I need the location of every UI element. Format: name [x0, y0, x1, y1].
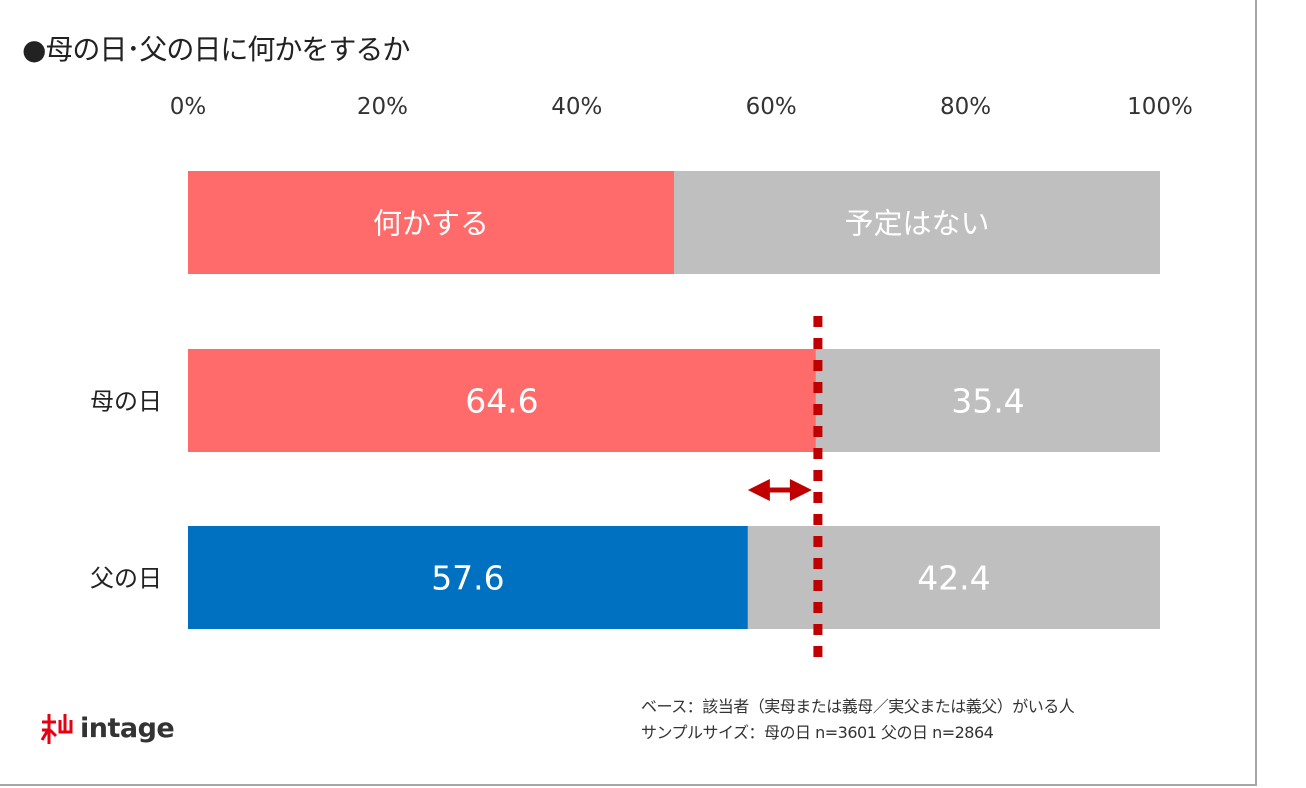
x-tick-label: 0% — [170, 94, 207, 120]
x-tick-label: 60% — [746, 94, 797, 120]
data-label: 35.4 — [951, 382, 1024, 421]
legend-swatch-do-something — [188, 171, 674, 274]
difference-arrow-left-head — [747, 479, 770, 501]
difference-arrow-right-head — [789, 479, 812, 501]
category-label: 母の日 — [90, 388, 162, 416]
bar-segment-do-something — [188, 349, 816, 452]
data-label: 57.6 — [431, 559, 504, 598]
bar-segment-no-plans — [815, 349, 1160, 452]
sample-size-note: サンプルサイズ：母の日 n=3601 父の日 n=2864 — [641, 723, 994, 742]
footnote: ベース：該当者（実母または義母／実父または義父）がいる人 サンプルサイズ：母の日… — [641, 694, 1075, 746]
data-label: 42.4 — [917, 559, 990, 598]
legend-label-no-plans: 予定はない — [844, 207, 989, 241]
bar-segment-do-something — [188, 526, 748, 629]
x-tick-label: 100% — [1127, 94, 1193, 120]
intage-logo: intage — [38, 710, 175, 746]
base-note: ベース：該当者（実母または義母／実父または義父）がいる人 — [641, 697, 1075, 716]
x-tick-label: 40% — [551, 94, 602, 120]
x-tick-label: 20% — [357, 94, 408, 120]
category-label: 父の日 — [90, 565, 162, 593]
chart-frame — [0, 0, 1257, 786]
logo-text: intage — [80, 712, 175, 744]
legend-swatch-no-plans — [674, 171, 1160, 274]
x-tick-label: 80% — [940, 94, 991, 120]
chart-title: ●母の日･父の日に何かをするか — [22, 33, 410, 66]
intage-logo-mark-icon — [40, 714, 73, 744]
data-label: 64.6 — [465, 382, 538, 421]
legend-label-do-something: 何かする — [373, 207, 489, 241]
